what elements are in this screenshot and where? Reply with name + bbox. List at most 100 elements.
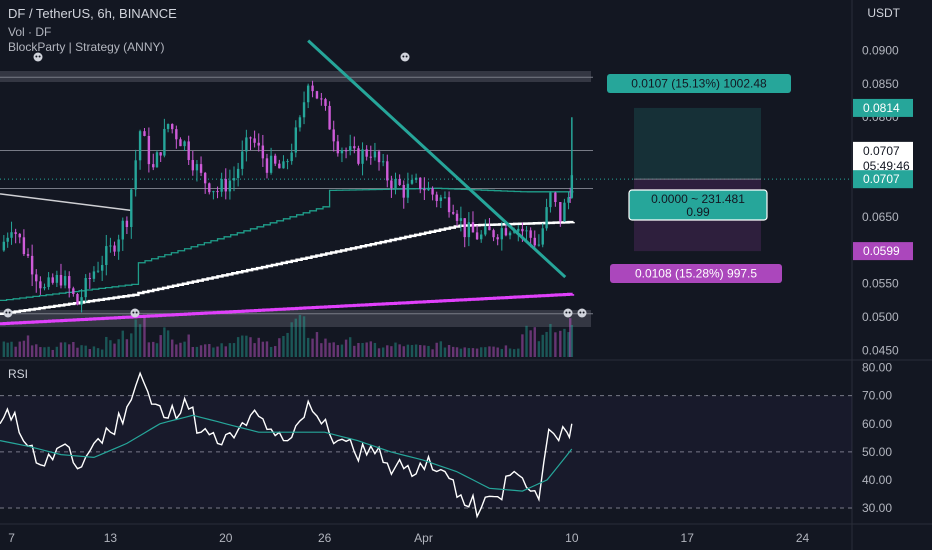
- volume-bar-114: [471, 348, 475, 357]
- candle-body-79: [328, 105, 331, 130]
- volume-legend[interactable]: Vol · DF: [8, 25, 52, 39]
- candle-body-64: [265, 158, 269, 173]
- rsi-tick-1: 70.00: [862, 389, 892, 403]
- volume-bar-101: [419, 345, 422, 357]
- time-tick-7: 24: [796, 531, 810, 545]
- volume-bar-49: [203, 344, 207, 357]
- volume-bar-109: [451, 346, 455, 357]
- volume-bar-85: [353, 345, 356, 357]
- volume-bar-73: [302, 316, 306, 357]
- trendline-layer[interactable]: [307, 39, 567, 279]
- volume-bar-115: [475, 348, 479, 357]
- volume-bar-32: [134, 319, 137, 357]
- trade-position-box[interactable]: 0.0107 (15.13%) 1002.48 0.0108 (15.28%) 9…: [607, 74, 791, 283]
- candle-body-57: [236, 168, 240, 179]
- candle-body-107: [443, 197, 447, 199]
- volume-bar-96: [398, 344, 401, 357]
- candle-body-102: [423, 188, 426, 191]
- rsi-series-1: [0, 414, 573, 492]
- volume-bar-137: [567, 332, 570, 357]
- volume-bar-63: [261, 341, 265, 357]
- candle-body-13: [55, 274, 59, 283]
- candle-body-135: [559, 202, 562, 222]
- volume-bar-130: [537, 341, 541, 357]
- candle-body-83: [344, 150, 348, 152]
- price-badge-0-bg: [853, 98, 913, 117]
- candle-body-77: [320, 98, 323, 100]
- candle-body-89: [369, 156, 372, 158]
- candle-body-14: [59, 274, 63, 286]
- candle-body-76: [315, 91, 319, 99]
- candle-body-30: [125, 220, 129, 227]
- candle-body-31: [130, 189, 133, 227]
- candle-body-68: [282, 161, 285, 169]
- skull-icon-0: [33, 52, 43, 62]
- candle-body-136: [563, 202, 566, 222]
- candle-body-5: [22, 237, 26, 255]
- candle-body-106: [439, 197, 443, 201]
- time-tick-1: 13: [104, 531, 118, 545]
- candle-body-36: [152, 164, 155, 168]
- volume-bar-4: [18, 341, 21, 357]
- volume-bar-23: [96, 348, 100, 357]
- volume-bar-40: [166, 330, 170, 357]
- rsi-title[interactable]: RSI: [8, 367, 29, 381]
- volume-bar-43: [179, 342, 182, 357]
- candle-body-97: [402, 184, 405, 198]
- candle-body-16: [68, 276, 71, 289]
- candle-body-84: [348, 146, 352, 151]
- candle-body-58: [241, 151, 244, 169]
- moving-averages: [0, 187, 575, 326]
- symbol-title[interactable]: DF / TetherUS, 6h, BINANCE: [8, 6, 177, 21]
- volume-bar-22: [92, 346, 96, 357]
- volume-bar-41: [171, 339, 174, 357]
- volume-bar-27: [113, 343, 116, 357]
- volume-bar-62: [257, 337, 260, 357]
- volume-bar-71: [294, 318, 298, 357]
- volume-bar-74: [306, 337, 310, 357]
- candle-body-120: [496, 237, 499, 240]
- volume-bar-77: [320, 343, 323, 357]
- ema-fast-line: [0, 187, 574, 302]
- volume-bar-17: [72, 341, 75, 357]
- candle-body-72: [298, 117, 302, 128]
- volume-bar-3: [14, 346, 17, 357]
- candle-body-56: [232, 178, 236, 181]
- candle-body-129: [533, 237, 536, 246]
- volume-bar-81: [336, 345, 340, 357]
- volume-bar-91: [377, 348, 381, 357]
- volume-bar-120: [496, 347, 499, 357]
- volume-bar-68: [282, 336, 285, 357]
- candle-body-29: [121, 220, 124, 240]
- volume-bar-129: [533, 327, 536, 357]
- resistance-zone: [0, 71, 591, 82]
- volume-bar-123: [508, 348, 512, 357]
- strategy-legend[interactable]: BlockParty | Strategy (ANNY): [8, 40, 165, 54]
- volume-bar-72: [298, 314, 302, 357]
- volume-bar-29: [121, 330, 124, 357]
- candle-body-139: [570, 175, 574, 198]
- volume-bar-59: [245, 335, 248, 357]
- price-tick-8: 0.0500: [862, 310, 899, 324]
- price-badge-2-bg: [853, 170, 913, 189]
- volume-bar-128: [529, 330, 532, 357]
- volume-bar-10: [43, 347, 46, 357]
- candle-body-52: [216, 191, 219, 193]
- price-badge-3: 0.0599: [863, 244, 900, 258]
- volume-bar-9: [39, 347, 42, 357]
- volume-bar-105: [435, 342, 438, 357]
- candle-body-91: [377, 151, 381, 163]
- candle-body-3: [14, 232, 17, 234]
- volume-bar-82: [340, 344, 344, 357]
- skull-icon-4: [563, 308, 573, 318]
- early-trend-line: [0, 193, 132, 212]
- candle-body-123: [508, 232, 512, 236]
- volume-bar-18: [76, 347, 79, 357]
- candle-body-87: [361, 149, 364, 164]
- volume-bar-80: [332, 342, 335, 357]
- skull-icon-eye-r-4: [568, 311, 571, 314]
- candle-body-21: [88, 277, 92, 279]
- skull-icon-eye-l-4: [565, 311, 568, 314]
- candle-body-95: [394, 178, 397, 189]
